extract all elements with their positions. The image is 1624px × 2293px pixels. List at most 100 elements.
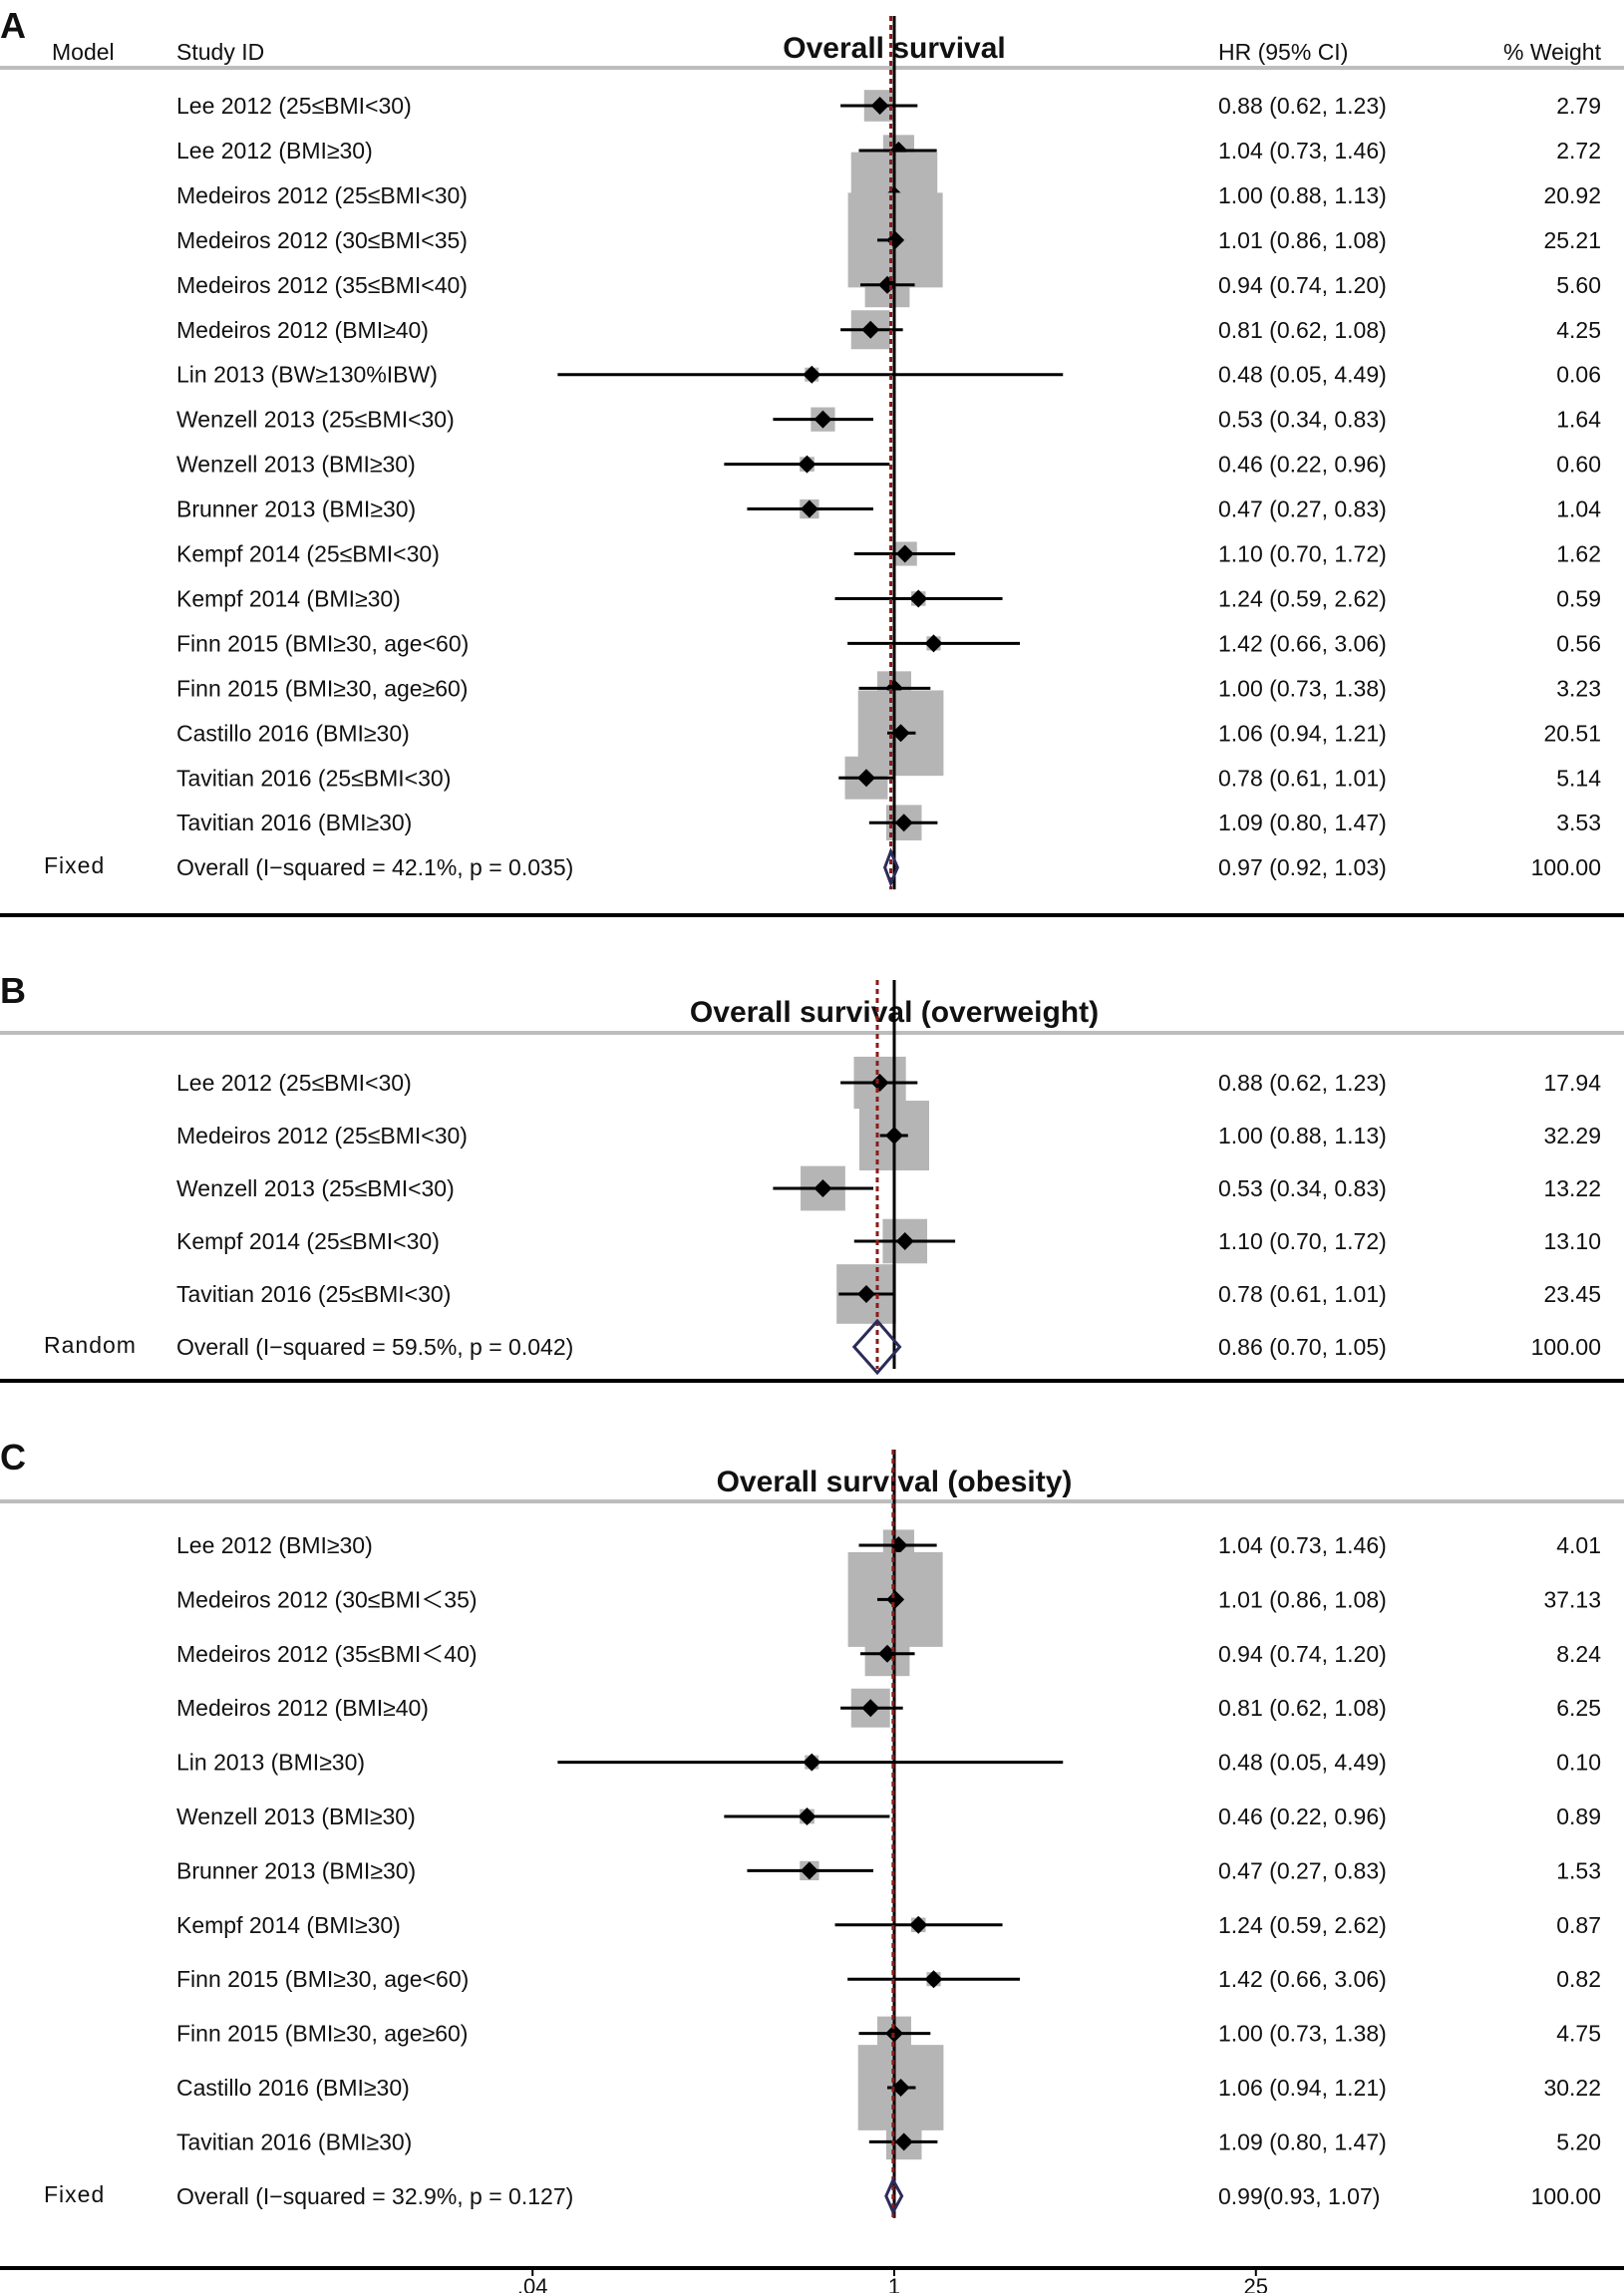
hr-ci-value: 1.00 (0.73, 1.38) bbox=[1218, 2021, 1387, 2047]
weight-value: 0.06 bbox=[1556, 362, 1601, 388]
study-label: Wenzell 2013 (BMI≥30) bbox=[176, 452, 416, 478]
study-row: Kempf 2014 (BMI≥30) 1.24 (0.59, 2.62) 0.87 bbox=[176, 1912, 1601, 1938]
study-row: Medeiros 2012 (35≤BMI＜40) 0.94 (0.74, 1.2… bbox=[176, 1631, 1601, 1677]
study-label: Tavitian 2016 (BMI≥30) bbox=[176, 810, 412, 835]
point-estimate bbox=[813, 1179, 832, 1197]
study-label: Medeiros 2012 (BMI≥40) bbox=[176, 1695, 429, 1721]
hr-ci-value: 0.88 (0.62, 1.23) bbox=[1218, 1070, 1387, 1096]
study-row: Medeiros 2012 (25≤BMI<30) 1.00 (0.88, 1.1… bbox=[176, 1101, 1601, 1170]
weight-value: 5.60 bbox=[1556, 272, 1601, 298]
weight-value: 0.89 bbox=[1556, 1803, 1601, 1829]
point-estimate bbox=[894, 814, 913, 832]
point-estimate bbox=[813, 410, 832, 429]
hr-ci-value: 1.42 (0.66, 3.06) bbox=[1218, 1966, 1387, 1992]
overall-label: Overall (I−squared = 32.9%, p = 0.127) bbox=[176, 2183, 573, 2209]
model-label: Random bbox=[44, 1332, 137, 1358]
study-row: Kempf 2014 (BMI≥30) 1.24 (0.59, 2.62) 0.59 bbox=[176, 585, 1601, 611]
study-label: Finn 2015 (BMI≥30, age≥60) bbox=[176, 675, 468, 701]
point-estimate bbox=[856, 1285, 875, 1303]
hr-ci-value: 1.04 (0.73, 1.46) bbox=[1218, 138, 1387, 164]
study-row: Wenzell 2013 (25≤BMI<30) 0.53 (0.34, 0.83… bbox=[176, 1165, 1601, 1211]
weight-value: 17.94 bbox=[1543, 1070, 1601, 1096]
study-row: Finn 2015 (BMI≥30, age<60) 1.42 (0.66, 3.… bbox=[176, 1966, 1601, 1992]
study-row: Brunner 2013 (BMI≥30) 0.47 (0.27, 0.83) 1.… bbox=[176, 496, 1601, 522]
study-label: Brunner 2013 (BMI≥30) bbox=[176, 1857, 416, 1883]
hr-ci-value: 1.06 (0.94, 1.21) bbox=[1218, 2075, 1387, 2101]
hr-ci-value: 0.46 (0.22, 0.96) bbox=[1218, 1803, 1387, 1829]
study-label: Tavitian 2016 (25≤BMI<30) bbox=[176, 765, 451, 791]
study-row: Tavitian 2016 (BMI≥30) 1.09 (0.80, 1.47) 3… bbox=[176, 805, 1601, 840]
panel-letter: B bbox=[0, 970, 26, 1011]
hr-ci-value: 0.81 (0.62, 1.08) bbox=[1218, 1695, 1387, 1721]
hr-ci-value: 1.06 (0.94, 1.21) bbox=[1218, 720, 1387, 746]
study-label: Medeiros 2012 (25≤BMI<30) bbox=[176, 1123, 468, 1148]
study-label: Kempf 2014 (BMI≥30) bbox=[176, 1912, 401, 1938]
point-estimate bbox=[924, 634, 943, 653]
pooled-diamond bbox=[851, 1318, 902, 1376]
header-weight: % Weight bbox=[1503, 39, 1602, 65]
study-label: Wenzell 2013 (25≤BMI<30) bbox=[176, 1175, 455, 1201]
hr-ci-value: 1.24 (0.59, 2.62) bbox=[1218, 1912, 1387, 1938]
hr-ci-value: 0.48 (0.05, 4.49) bbox=[1218, 362, 1387, 388]
hr-ci-value: 1.00 (0.73, 1.38) bbox=[1218, 675, 1387, 701]
point-estimate bbox=[924, 1970, 943, 1989]
hr-ci-value: 0.78 (0.61, 1.01) bbox=[1218, 1281, 1387, 1307]
study-row: Lin 2013 (BW≥130%IBW) 0.48 (0.05, 4.49) 0.… bbox=[176, 362, 1601, 388]
study-label: Lee 2012 (BMI≥30) bbox=[176, 138, 373, 164]
weight-value: 30.22 bbox=[1543, 2075, 1601, 2101]
hr-ci-value: 0.47 (0.27, 0.83) bbox=[1218, 1857, 1387, 1883]
weight-value: 5.14 bbox=[1556, 765, 1601, 791]
hr-ci-value: 0.81 (0.62, 1.08) bbox=[1218, 317, 1387, 343]
point-estimate bbox=[909, 1915, 928, 1934]
study-row: Tavitian 2016 (BMI≥30) 1.09 (0.80, 1.47) 5… bbox=[176, 2124, 1601, 2160]
hr-ci-value: 0.46 (0.22, 0.96) bbox=[1218, 452, 1387, 478]
model-label: Fixed bbox=[44, 852, 105, 878]
weight-value: 0.87 bbox=[1556, 1912, 1601, 1938]
weight-value: 25.21 bbox=[1543, 227, 1601, 253]
study-label: Lin 2013 (BW≥130%IBW) bbox=[176, 362, 438, 388]
study-label: Kempf 2014 (BMI≥30) bbox=[176, 585, 401, 611]
point-estimate bbox=[870, 97, 889, 115]
hr-ci-value: 1.10 (0.70, 1.72) bbox=[1218, 541, 1387, 567]
study-label: Medeiros 2012 (25≤BMI<30) bbox=[176, 182, 468, 208]
weight-value: 32.29 bbox=[1543, 1123, 1601, 1148]
weight-value: 0.56 bbox=[1556, 630, 1601, 656]
point-estimate bbox=[870, 1074, 889, 1092]
study-label: Medeiros 2012 (35≤BMI<40) bbox=[176, 272, 468, 298]
header-hr-ci: HR (95% CI) bbox=[1218, 39, 1348, 65]
study-row: Castillo 2016 (BMI≥30) 1.06 (0.94, 1.21) 3… bbox=[176, 2045, 1601, 2130]
study-label: Kempf 2014 (25≤BMI<30) bbox=[176, 541, 440, 567]
weight-value: 13.22 bbox=[1543, 1175, 1601, 1201]
study-row: Finn 2015 (BMI≥30, age≥60) 1.00 (0.73, 1.… bbox=[176, 2016, 1601, 2051]
study-label: Wenzell 2013 (BMI≥30) bbox=[176, 1803, 416, 1829]
hr-ci-value: 1.09 (0.80, 1.47) bbox=[1218, 2129, 1387, 2154]
study-row: Wenzell 2013 (BMI≥30) 0.46 (0.22, 0.96) 0.… bbox=[176, 452, 1601, 478]
hr-ci-value: 1.00 (0.88, 1.13) bbox=[1218, 182, 1387, 208]
study-label: Medeiros 2012 (35≤BMI＜40) bbox=[176, 1641, 478, 1667]
x-tick-label: 1 bbox=[888, 2274, 900, 2293]
study-label: Finn 2015 (BMI≥30, age<60) bbox=[176, 630, 469, 656]
study-row: Kempf 2014 (25≤BMI<30) 1.10 (0.70, 1.72) 1… bbox=[176, 1218, 1601, 1264]
hr-ci-value: 0.53 (0.34, 0.83) bbox=[1218, 1175, 1387, 1201]
point-estimate bbox=[891, 2079, 910, 2097]
point-estimate bbox=[803, 365, 821, 384]
weight-value: 1.62 bbox=[1556, 541, 1601, 567]
study-row: Wenzell 2013 (25≤BMI<30) 0.53 (0.34, 0.83… bbox=[176, 407, 1601, 433]
model-label: Fixed bbox=[44, 2181, 105, 2207]
overall-row: Fixed Overall (I−squared = 32.9%, p = 0.1… bbox=[44, 2181, 1601, 2209]
point-estimate bbox=[856, 769, 875, 788]
point-estimate bbox=[800, 1861, 818, 1880]
panel-letter: A bbox=[0, 5, 26, 46]
study-label: Lee 2012 (BMI≥30) bbox=[176, 1532, 373, 1558]
study-row: Medeiros 2012 (35≤BMI<40) 0.94 (0.74, 1.2… bbox=[176, 262, 1601, 308]
hr-ci-value: 1.42 (0.66, 3.06) bbox=[1218, 630, 1387, 656]
weight-value: 4.75 bbox=[1556, 2021, 1601, 2047]
weight-value: 1.53 bbox=[1556, 1857, 1601, 1883]
point-estimate bbox=[894, 2132, 913, 2151]
hr-ci-value: 0.94 (0.74, 1.20) bbox=[1218, 1641, 1387, 1667]
point-estimate bbox=[895, 1232, 914, 1250]
overall-label: Overall (I−squared = 42.1%, p = 0.035) bbox=[176, 854, 573, 880]
study-row: Tavitian 2016 (25≤BMI<30) 0.78 (0.61, 1.0… bbox=[176, 756, 1601, 800]
